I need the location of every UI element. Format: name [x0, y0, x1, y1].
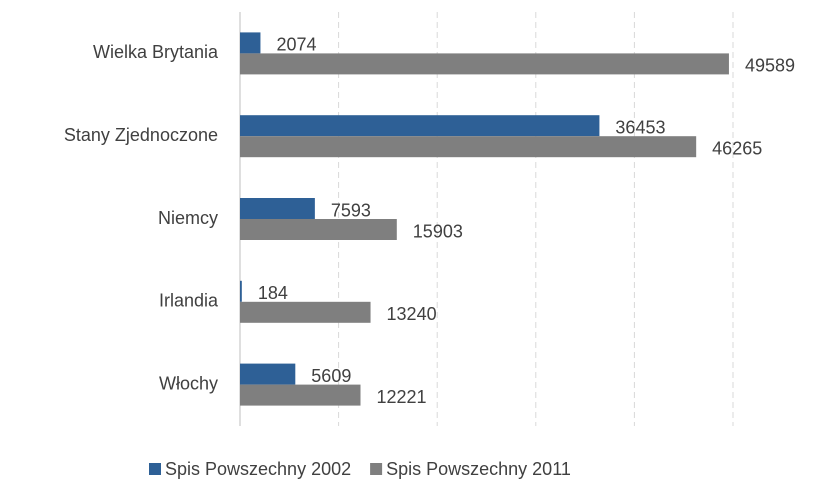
y-tick-label: Stany Zjednoczone [64, 125, 218, 145]
data-label: 46265 [712, 138, 762, 158]
bar [240, 301, 371, 323]
data-label: 2074 [276, 35, 316, 55]
bar [240, 136, 697, 158]
legend-swatch [370, 463, 383, 475]
bar [240, 384, 361, 406]
data-label: 13240 [387, 304, 437, 324]
bar [240, 363, 296, 385]
data-label: 184 [258, 283, 288, 303]
y-tick-label: Niemcy [158, 208, 218, 228]
y-tick-label: Wielka Brytania [93, 42, 219, 62]
bar [240, 32, 261, 54]
data-label: 12221 [376, 387, 426, 407]
bar [240, 115, 600, 137]
bar [240, 280, 242, 302]
bar [240, 198, 315, 219]
y-tick-label: Włochy [159, 373, 218, 393]
y-tick-label: Irlandia [159, 291, 219, 311]
legend-swatch [149, 463, 161, 475]
data-label: 36453 [615, 117, 665, 137]
data-label: 15903 [413, 221, 463, 241]
data-label: 49589 [745, 56, 795, 76]
data-label: 5609 [311, 366, 351, 386]
bar [240, 219, 397, 240]
legend-label: Spis Powszechny 2011 [386, 459, 571, 479]
bar [240, 53, 729, 75]
data-label: 7593 [331, 200, 371, 220]
legend-label: Spis Powszechny 2002 [165, 459, 351, 479]
